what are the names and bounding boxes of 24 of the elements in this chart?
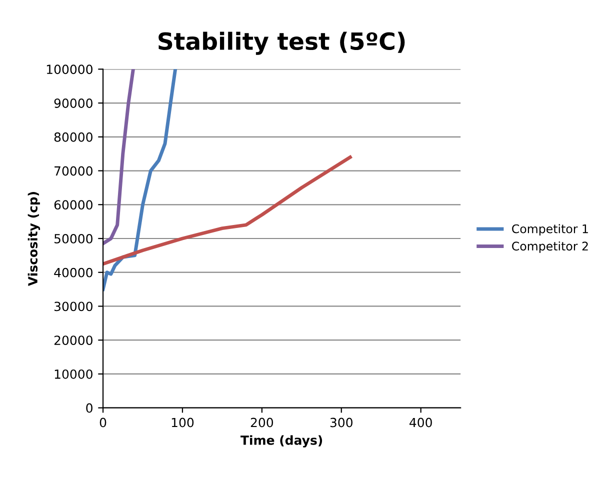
x-tick-label: 200 bbox=[250, 418, 274, 428]
x-axis-title: Time (days) bbox=[240, 435, 322, 448]
y-tick-label: 10000 bbox=[54, 369, 92, 379]
x-tick-label: 0 bbox=[100, 418, 106, 428]
y-tick-label: 100000 bbox=[46, 64, 92, 74]
y-tick-label: 50000 bbox=[54, 234, 92, 244]
chart-title: Stability test (5ºC) bbox=[158, 32, 405, 55]
y-tick-label: 40000 bbox=[54, 268, 92, 278]
y-axis-title: Viscosity (cp) bbox=[28, 192, 40, 286]
line-series bbox=[103, 69, 135, 246]
y-tick-label: 30000 bbox=[54, 302, 92, 312]
y-tick-label: 80000 bbox=[54, 132, 92, 142]
y-tick-label: 60000 bbox=[54, 200, 92, 210]
y-tick-label: 90000 bbox=[54, 98, 92, 108]
line-series bbox=[103, 155, 352, 266]
y-tick-label: 70000 bbox=[54, 166, 92, 176]
x-tick-label: 300 bbox=[330, 418, 352, 428]
x-tick-label: 100 bbox=[172, 418, 194, 428]
legend-label: Competitor 2 bbox=[512, 241, 588, 253]
legend-label: Competitor 1 bbox=[512, 224, 588, 236]
line-series bbox=[103, 69, 178, 292]
y-tick-label: 20000 bbox=[54, 336, 92, 346]
y-tick-label: 0 bbox=[86, 403, 92, 413]
x-tick-label: 400 bbox=[410, 418, 432, 428]
